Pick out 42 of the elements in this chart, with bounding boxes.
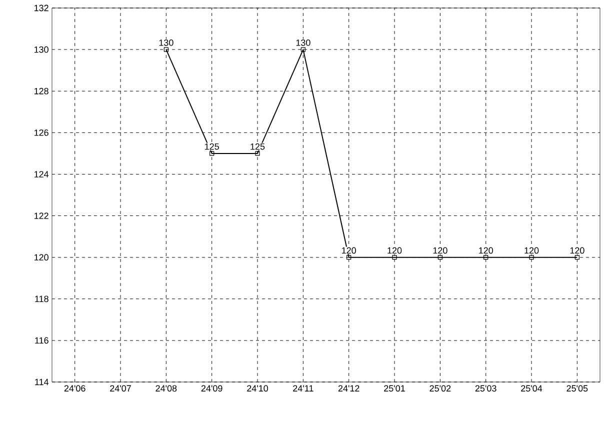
point xyxy=(164,47,168,52)
y-tick-label: 130 xyxy=(34,46,48,53)
point xyxy=(438,255,442,260)
data-label: 120 xyxy=(342,247,356,254)
y-tick-label: 132 xyxy=(34,4,48,12)
y-tick-label: 116 xyxy=(35,337,48,344)
x-tick-label: 24'08 xyxy=(156,385,177,392)
data-label: 125 xyxy=(205,143,219,150)
data-label: 120 xyxy=(524,247,539,254)
y-tick-label: 118 xyxy=(35,296,48,302)
x-tick-label: 25'04 xyxy=(521,385,542,392)
data-label: 120 xyxy=(479,247,493,254)
y-tick-label: 124 xyxy=(34,171,49,178)
point xyxy=(346,255,352,260)
point xyxy=(529,255,534,260)
y-tick-label: 128 xyxy=(34,88,48,94)
data-label: 120 xyxy=(388,247,402,254)
point xyxy=(210,151,214,156)
point xyxy=(255,151,260,156)
point xyxy=(574,255,580,260)
x-tick-label: 25'05 xyxy=(566,385,588,392)
x-tick-label: 24'10 xyxy=(247,385,268,392)
y-tick-label: 122 xyxy=(34,212,48,219)
data-label: 120 xyxy=(433,247,448,254)
x-tick-label: 25'03 xyxy=(475,385,496,392)
point xyxy=(392,255,397,260)
x-tick-label: 25'01 xyxy=(384,385,405,392)
y-tick-label: 126 xyxy=(34,129,48,136)
y-tick-label: 120 xyxy=(34,254,48,261)
data-label: 130 xyxy=(159,39,174,46)
data-label: 125 xyxy=(250,143,265,150)
data-label: 130 xyxy=(296,39,310,46)
x-tick-label: 24'11 xyxy=(293,385,314,392)
y-tick-label: 114 xyxy=(35,378,49,386)
point xyxy=(484,255,488,260)
x-tick-label: 24'06 xyxy=(64,385,86,392)
x-tick-label: 24'07 xyxy=(110,385,131,392)
x-tick-label: 25'02 xyxy=(430,385,451,392)
point xyxy=(300,47,306,52)
x-tick-label: 24'09 xyxy=(201,385,222,392)
x-tick-label: 24'12 xyxy=(338,385,360,392)
data-label: 120 xyxy=(570,247,584,254)
